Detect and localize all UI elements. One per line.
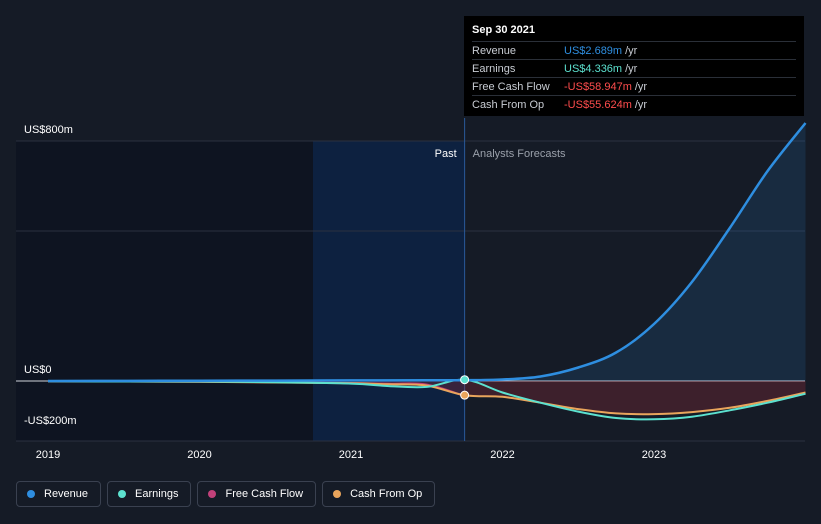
- tooltip: Sep 30 2021 Revenue US$2.689m /yr Earnin…: [464, 16, 804, 116]
- y-tick-label: US$0: [24, 364, 52, 376]
- revenue-line: [47, 122, 807, 383]
- legend-label: Earnings: [135, 488, 179, 500]
- tooltip-row-revenue: Revenue US$2.689m /yr: [472, 41, 796, 59]
- legend-item-cash-from-op[interactable]: Cash From Op: [322, 481, 436, 507]
- legend-item-free-cash-flow[interactable]: Free Cash Flow: [197, 481, 317, 507]
- x-tick-label: 2020: [187, 449, 211, 461]
- forecast-label: Analysts Forecasts: [473, 148, 566, 160]
- tooltip-unit: /yr: [625, 62, 638, 75]
- legend-dot-icon: [118, 490, 127, 498]
- legend-dot-icon: [208, 490, 217, 498]
- tooltip-value: -US$58.947m: [564, 80, 632, 93]
- x-tick-label: 2019: [36, 449, 60, 461]
- cash-negative-area: [48, 381, 806, 415]
- tooltip-value: -US$55.624m: [564, 98, 632, 111]
- y-tick-label: US$800m: [24, 124, 73, 136]
- legend-label: Free Cash Flow: [225, 488, 304, 500]
- x-tick-label: 2022: [490, 449, 514, 461]
- recent-past-highlight: [313, 141, 465, 441]
- cash-from-op-marker: [460, 390, 470, 400]
- legend-label: Cash From Op: [350, 488, 423, 500]
- tooltip-label: Free Cash Flow: [472, 80, 550, 93]
- legend-dot-icon: [333, 490, 342, 498]
- y-tick-label: -US$200m: [24, 415, 77, 427]
- x-tick-label: 2021: [339, 449, 363, 461]
- legend: Revenue Earnings Free Cash Flow Cash Fro…: [16, 481, 436, 507]
- tooltip-value: US$2.689m: [564, 44, 623, 57]
- tooltip-unit: /yr: [634, 98, 648, 111]
- tooltip-label: Earnings: [472, 62, 516, 75]
- tooltip-row-free-cash-flow: Free Cash Flow -US$58.947m /yr: [472, 77, 796, 95]
- legend-label: Revenue: [44, 488, 89, 500]
- past-label: Past: [435, 148, 457, 160]
- tooltip-row-cash-from-op: Cash From Op -US$55.624m /yr: [472, 95, 796, 113]
- tooltip-unit: /yr: [625, 44, 638, 57]
- tooltip-row-earnings: Earnings US$4.336m /yr: [472, 59, 796, 77]
- legend-item-earnings[interactable]: Earnings: [107, 481, 192, 507]
- earnings-marker: [460, 375, 470, 385]
- x-tick-label: 2023: [642, 449, 666, 461]
- legend-dot-icon: [27, 490, 35, 498]
- legend-item-revenue[interactable]: Revenue: [16, 481, 102, 507]
- tooltip-date: Sep 30 2021: [472, 24, 535, 36]
- tooltip-value: US$4.336m: [564, 62, 623, 75]
- tooltip-unit: /yr: [634, 80, 648, 93]
- tooltip-label: Revenue: [472, 44, 517, 57]
- tooltip-label: Cash From Op: [472, 98, 545, 111]
- revenue-area: [48, 123, 806, 381]
